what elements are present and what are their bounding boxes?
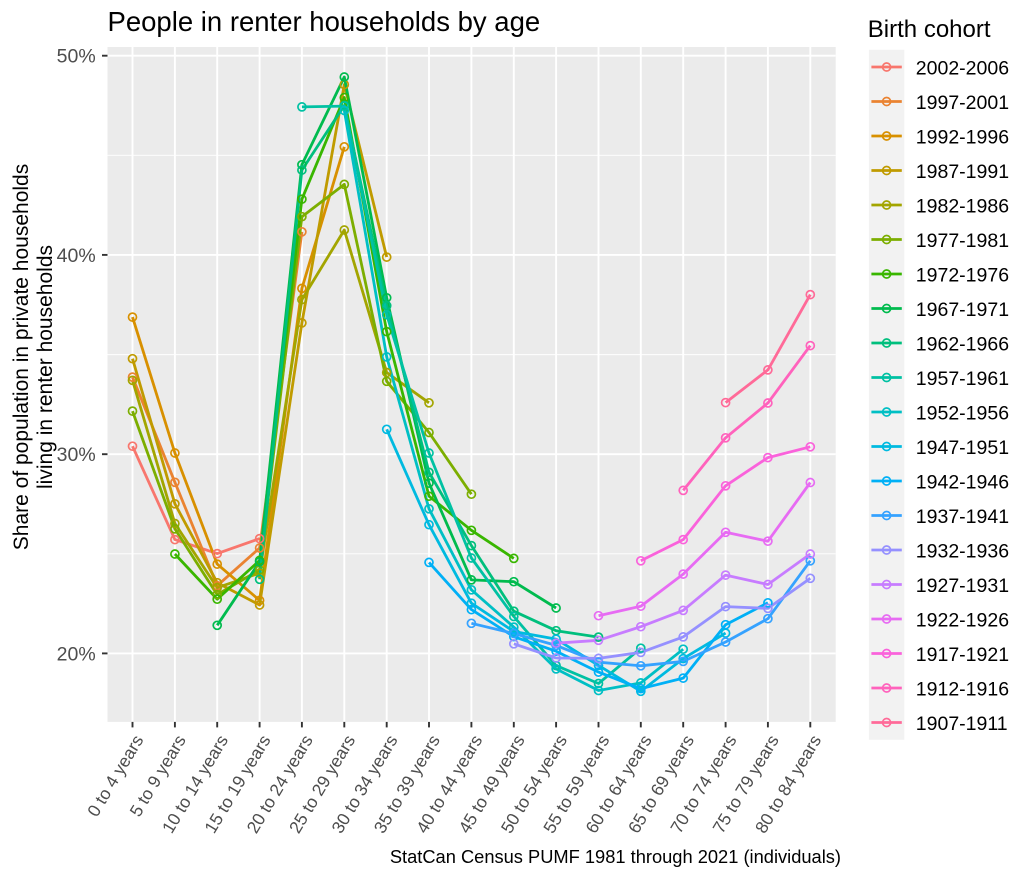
- svg-text:50%: 50%: [57, 46, 96, 68]
- svg-text:1907-1911: 1907-1911: [916, 713, 1008, 735]
- svg-text:1957-1961: 1957-1961: [916, 368, 1009, 390]
- svg-text:living in renter households: living in renter households: [34, 245, 57, 489]
- svg-text:1992-1996: 1992-1996: [916, 127, 1009, 149]
- svg-text:1972-1976: 1972-1976: [916, 265, 1009, 287]
- svg-text:40%: 40%: [57, 245, 96, 267]
- svg-text:1932-1936: 1932-1936: [916, 541, 1009, 563]
- svg-text:People in renter households by: People in renter households by age: [108, 6, 541, 37]
- svg-text:Birth cohort: Birth cohort: [868, 16, 991, 43]
- svg-text:1982-1986: 1982-1986: [916, 196, 1009, 218]
- svg-text:1947-1951: 1947-1951: [916, 437, 1009, 459]
- svg-text:2002-2006: 2002-2006: [916, 58, 1009, 80]
- svg-text:30%: 30%: [57, 444, 96, 466]
- svg-text:Share of population in private: Share of population in private household…: [10, 164, 33, 550]
- svg-text:1942-1946: 1942-1946: [916, 472, 1009, 494]
- svg-text:1977-1981: 1977-1981: [916, 230, 1009, 252]
- svg-text:1952-1956: 1952-1956: [916, 403, 1009, 425]
- svg-text:1917-1921: 1917-1921: [916, 644, 1009, 666]
- svg-text:1967-1971: 1967-1971: [916, 299, 1009, 321]
- svg-text:1937-1941: 1937-1941: [916, 506, 1009, 528]
- svg-text:1922-1926: 1922-1926: [916, 610, 1009, 632]
- svg-text:1912-1916: 1912-1916: [916, 679, 1009, 701]
- svg-text:1987-1991: 1987-1991: [916, 161, 1009, 183]
- svg-text:20%: 20%: [57, 643, 96, 665]
- svg-text:StatCan Census PUMF 1981 throu: StatCan Census PUMF 1981 through 2021 (i…: [390, 846, 841, 867]
- svg-text:1962-1966: 1962-1966: [916, 334, 1009, 356]
- svg-text:1997-2001: 1997-2001: [916, 92, 1009, 114]
- svg-text:1927-1931: 1927-1931: [916, 575, 1009, 597]
